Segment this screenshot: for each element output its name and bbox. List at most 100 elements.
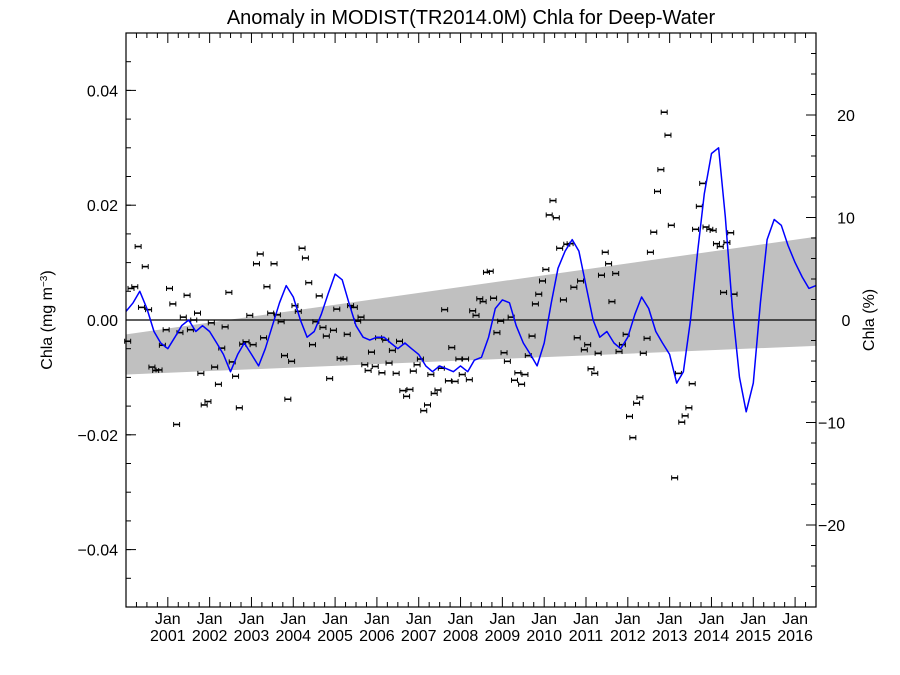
data-point [476, 296, 484, 302]
data-point [510, 377, 518, 383]
data-point [148, 364, 156, 370]
data-point [465, 377, 473, 383]
data-point [280, 353, 288, 359]
data-point [277, 319, 285, 325]
data-point [451, 378, 459, 384]
data-point [298, 245, 306, 251]
y-axis-label-left-superscript: −3 [39, 275, 50, 287]
data-point [204, 399, 212, 405]
data-point [486, 268, 494, 274]
data-point [633, 400, 641, 406]
x-tick-label-year: 2008 [443, 628, 479, 645]
data-point [608, 299, 616, 305]
data-point [521, 372, 529, 378]
x-tick-label-year: 2011 [569, 628, 604, 645]
data-point [692, 226, 700, 232]
data-point [420, 408, 428, 414]
data-point [162, 327, 170, 333]
data-point [322, 333, 330, 339]
data-point [556, 245, 564, 251]
data-point [267, 310, 275, 316]
x-tick-label-year: 2012 [610, 628, 646, 645]
data-point [301, 255, 309, 261]
data-point [500, 350, 508, 356]
chart-title: Anomaly in MODIST(TR2014.0M) Chla for De… [227, 7, 716, 29]
smoothed-series-line [125, 147, 817, 413]
ticks-layer: −0.04−0.020.000.020.04−20−1001020Jan2001… [78, 32, 855, 645]
data-point [194, 310, 202, 316]
data-point [309, 342, 317, 348]
x-tick-label-year: 2009 [485, 628, 521, 645]
data-point [211, 364, 219, 370]
y-tick-label-left: −0.02 [78, 428, 119, 445]
data-point [179, 314, 187, 320]
data-point [636, 394, 644, 400]
data-point [514, 370, 522, 376]
data-point [552, 215, 560, 221]
data-point [597, 272, 605, 278]
data-point [235, 405, 243, 411]
y-tick-label-right: 0 [842, 313, 851, 330]
data-point [200, 402, 208, 408]
data-point [319, 324, 327, 330]
data-point [183, 292, 191, 298]
data-point [720, 289, 728, 295]
data-point [444, 378, 452, 384]
x-tick-label-year: 2015 [735, 628, 771, 645]
data-point [197, 370, 205, 376]
data-point [629, 435, 637, 441]
y-tick-label-right: 20 [837, 108, 855, 125]
data-point [413, 362, 421, 368]
data-point [448, 345, 456, 351]
data-point [667, 222, 675, 228]
data-point [270, 261, 278, 267]
data-point [207, 320, 215, 326]
data-point [549, 198, 557, 204]
x-tick-label-month: Jan [448, 611, 474, 628]
x-tick-label-month: Jan [364, 611, 390, 628]
data-point [671, 475, 679, 481]
data-point [385, 360, 393, 366]
x-tick-label-year: 2002 [192, 628, 228, 645]
data-point [545, 212, 553, 218]
x-tick-label-month: Jan [197, 611, 223, 628]
data-point [472, 312, 480, 318]
data-point [688, 381, 696, 387]
data-point [643, 335, 651, 341]
data-point [169, 301, 177, 307]
x-tick-label-year: 2006 [359, 628, 395, 645]
data-point [326, 376, 334, 382]
data-point [190, 317, 198, 323]
data-point [232, 373, 240, 379]
data-point [695, 203, 703, 209]
data-point [535, 291, 543, 297]
data-point [584, 342, 592, 348]
data-point [131, 284, 139, 290]
x-tick-label-month: Jan [406, 611, 432, 628]
data-point [559, 297, 567, 303]
data-point [531, 301, 539, 307]
data-point [371, 363, 379, 369]
x-tick-label-year: 2004 [275, 628, 311, 645]
y-tick-label-left: 0.04 [87, 83, 118, 100]
data-point [424, 402, 432, 408]
data-point [367, 349, 375, 355]
data-point [173, 421, 181, 427]
data-point [430, 390, 438, 396]
x-tick-label-year: 2007 [401, 628, 437, 645]
data-point [242, 339, 250, 345]
x-tick-label-month: Jan [322, 611, 348, 628]
y-axis-label-left-close: ) [39, 270, 56, 275]
data-point [361, 362, 369, 368]
data-point [399, 388, 407, 394]
data-point [252, 261, 260, 267]
data-point [462, 356, 470, 362]
trend-band-layer [126, 236, 816, 375]
data-point [441, 307, 449, 313]
data-point [727, 230, 735, 236]
x-tick-label-month: Jan [489, 611, 515, 628]
data-point [539, 278, 547, 284]
data-point [712, 241, 720, 247]
data-point [165, 285, 173, 291]
x-tick-label-month: Jan [782, 611, 808, 628]
